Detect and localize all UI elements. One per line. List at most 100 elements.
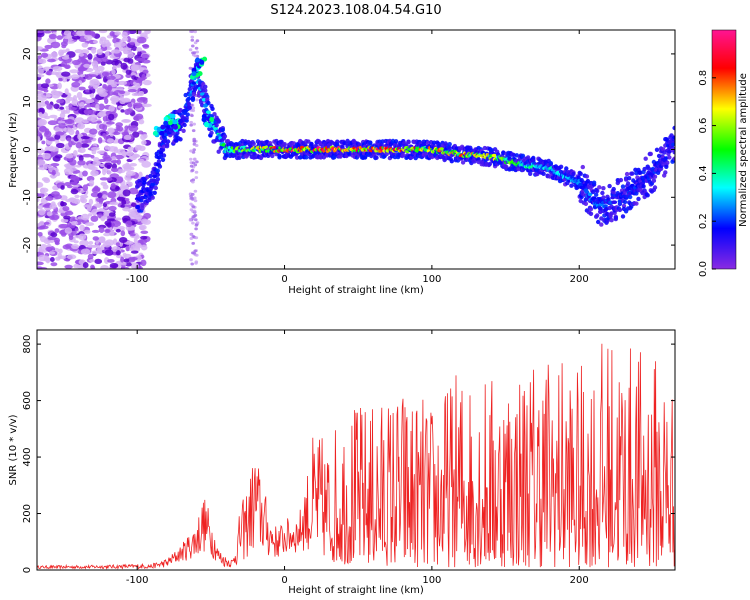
noise-cell	[73, 175, 80, 183]
noise-cell	[49, 146, 59, 152]
ridge-cell	[216, 119, 221, 124]
noise-cell	[100, 61, 106, 66]
noise-cell	[37, 103, 42, 109]
ridge-cell	[172, 119, 178, 125]
noise-cell	[56, 98, 65, 104]
noise-cell	[69, 69, 79, 74]
noise-cell	[60, 185, 65, 190]
noise-cell	[191, 51, 195, 55]
noise-cell	[121, 131, 129, 136]
noise-cell	[192, 148, 196, 152]
y-tick-label: 800	[22, 335, 33, 354]
ridge-cell	[624, 171, 630, 177]
noise-cell	[90, 215, 99, 222]
ridge-cell	[171, 131, 176, 136]
ridge-cell	[270, 153, 275, 159]
ridge-cell	[203, 84, 208, 90]
noise-cell	[59, 136, 66, 142]
noise-cell	[65, 108, 71, 114]
noise-cell	[50, 214, 60, 221]
ridge-cell	[625, 181, 631, 186]
noise-cell	[62, 206, 70, 212]
noise-cell	[78, 67, 88, 72]
noise-cell	[87, 116, 94, 121]
noise-cell	[193, 189, 198, 193]
noise-cell	[132, 131, 140, 138]
ridge-cell	[652, 185, 658, 190]
noise-cell	[81, 42, 89, 48]
noise-cell	[72, 59, 81, 66]
figure-title: S124.2023.108.04.54.G10	[270, 3, 441, 18]
noise-cell	[80, 197, 88, 204]
noise-cell	[194, 236, 199, 240]
noise-cell	[61, 55, 70, 60]
noise-cell	[127, 146, 134, 152]
noise-cell	[143, 212, 152, 219]
noise-cell	[102, 194, 107, 199]
noise-cell	[59, 112, 66, 119]
ridge-cell	[136, 204, 141, 210]
noise-cell	[61, 61, 68, 68]
noise-cell	[116, 196, 126, 201]
noise-cell	[103, 257, 110, 265]
noise-cell	[69, 181, 78, 186]
noise-cell	[107, 84, 113, 92]
noise-cell	[125, 69, 132, 75]
noise-cell	[112, 49, 121, 54]
ridge-cell	[620, 214, 626, 219]
noise-cell	[43, 178, 51, 184]
noise-cell	[61, 44, 67, 49]
ridge-cell	[651, 178, 657, 183]
ridge-cell	[611, 186, 616, 192]
ridge-cell	[627, 176, 632, 181]
ridge-cell	[187, 87, 192, 92]
noise-cell	[94, 69, 101, 75]
noise-cell	[50, 51, 58, 59]
ridge-cell	[406, 140, 411, 145]
noise-cell	[135, 57, 146, 62]
ridge-cell	[214, 123, 219, 128]
noise-cell	[128, 181, 133, 187]
colorbar-label: Normalized spectral amplitude	[738, 73, 749, 227]
noise-cell	[91, 47, 97, 54]
noise-cell	[103, 151, 108, 157]
noise-cell	[79, 101, 85, 107]
noise-cell	[114, 31, 121, 36]
ridge-cell	[164, 144, 170, 149]
ridge-cell	[630, 171, 635, 176]
noise-cell	[71, 244, 80, 250]
noise-cell	[98, 91, 108, 97]
noise-cell	[188, 218, 193, 222]
ridge-cell	[195, 57, 201, 63]
spectrogram-ylabel: Frequency (Hz)	[8, 112, 19, 188]
noise-cell	[122, 163, 132, 170]
noise-cell	[96, 65, 105, 72]
ridge-cell	[167, 120, 173, 126]
noise-cell	[37, 55, 42, 59]
noise-cell	[121, 262, 127, 266]
noise-cell	[49, 251, 56, 255]
ridge-cell	[588, 206, 594, 212]
colorbar-tick-label: 0.6	[698, 118, 709, 134]
noise-cell	[104, 228, 111, 234]
noise-cell	[116, 254, 123, 259]
snr-panel: -100 0 100 200 0 200 400 600 800 Height of strai…	[8, 329, 676, 596]
noise-cell	[83, 63, 91, 68]
noise-cell	[126, 174, 131, 180]
ridge-cell	[181, 128, 186, 133]
noise-cell	[91, 229, 100, 233]
ridge-cell	[142, 180, 147, 185]
noise-cell	[114, 217, 122, 221]
noise-cell	[129, 41, 136, 46]
noise-cell	[123, 258, 130, 263]
noise-cell	[140, 134, 147, 141]
noise-cell	[68, 140, 73, 148]
noise-cell	[50, 262, 58, 267]
noise-cell	[45, 257, 51, 264]
noise-cell	[87, 253, 94, 260]
ridge-cell	[338, 154, 343, 159]
noise-cell	[106, 164, 112, 170]
noise-cell	[49, 174, 58, 178]
noise-cell	[96, 250, 103, 254]
ridge-cell	[152, 130, 158, 136]
